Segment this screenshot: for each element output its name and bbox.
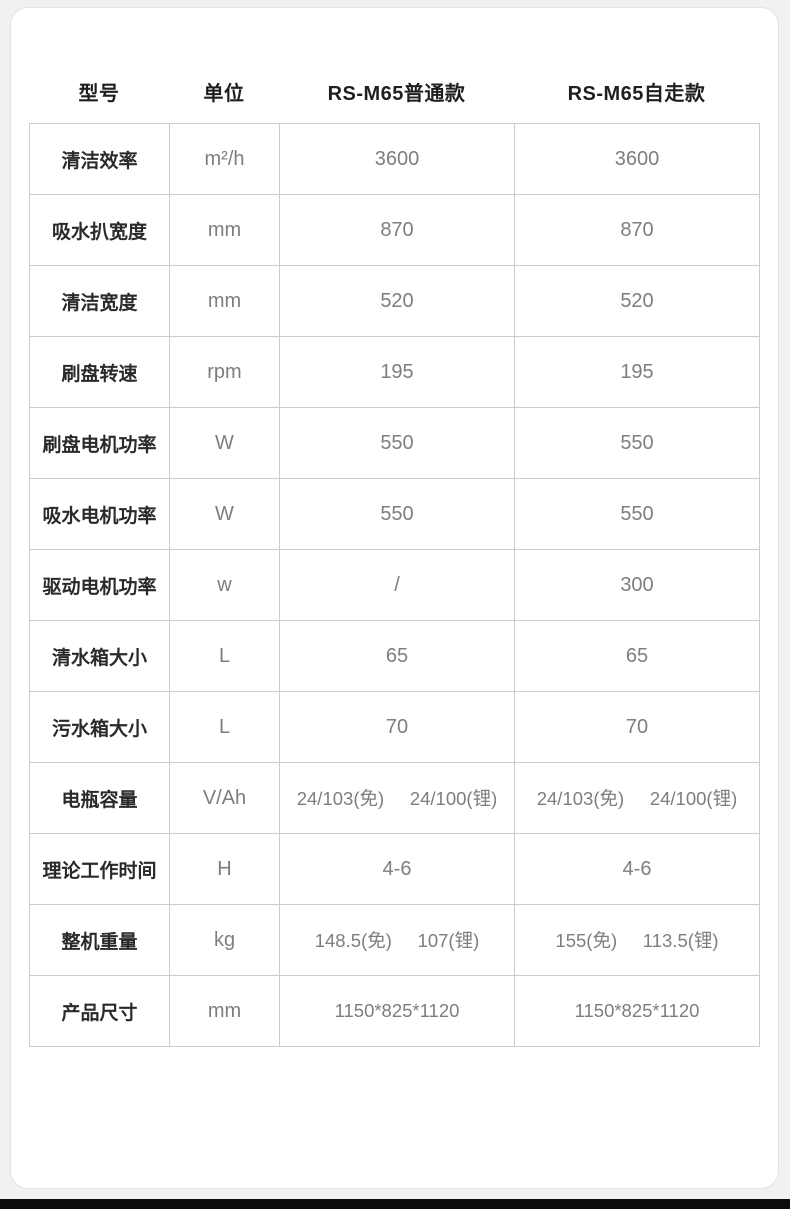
unit-cell: mm [169, 194, 280, 266]
value-cell-self-propelled: 520 [514, 265, 760, 337]
unit-cell: rpm [169, 336, 280, 408]
unit-cell: kg [169, 904, 280, 976]
table-row: 整机重量 kg 148.5(免) 107(锂) 155(免) 113.5(锂) [29, 904, 760, 976]
unit-cell: W [169, 407, 280, 479]
row-label-cell: 刷盘电机功率 [29, 407, 170, 479]
value-cell-standard: / [279, 549, 515, 621]
value-cell-self-propelled: 195 [514, 336, 760, 408]
unit-cell: mm [169, 265, 280, 337]
value-cell-self-propelled: 65 [514, 620, 760, 692]
value-cell-standard: 550 [279, 407, 515, 479]
table-row: 吸水电机功率 W 550 550 [29, 478, 760, 550]
table-row: 清洁效率 m²/h 3600 3600 [29, 123, 760, 195]
value-cell-self-propelled: 550 [514, 478, 760, 550]
spec-card: 型号 单位 RS-M65普通款 RS-M65自走款 清洁效率 m²/h 3600 36… [10, 7, 779, 1189]
value-cell-standard: 1150*825*1120 [279, 975, 515, 1047]
row-label-cell: 驱动电机功率 [29, 549, 170, 621]
value-cell-self-propelled: 4-6 [514, 833, 760, 905]
value-cell-standard: 70 [279, 691, 515, 763]
spec-table-area: 型号 单位 RS-M65普通款 RS-M65自走款 清洁效率 m²/h 3600 36… [29, 59, 760, 1047]
row-label-cell: 刷盘转速 [29, 336, 170, 408]
row-label-cell: 理论工作时间 [29, 833, 170, 905]
row-label-cell: 吸水扒宽度 [29, 194, 170, 266]
table-row: 污水箱大小 L 70 70 [29, 691, 760, 763]
spec-table: 清洁效率 m²/h 3600 3600 吸水扒宽度 mm 870 870 清洁宽度 mm 520 52… [29, 123, 760, 1047]
value-cell-standard: 3600 [279, 123, 515, 195]
table-row: 吸水扒宽度 mm 870 870 [29, 194, 760, 266]
value-cell-self-propelled: 70 [514, 691, 760, 763]
table-row: 驱动电机功率 w/300 [29, 549, 760, 621]
row-label-cell: 污水箱大小 [29, 691, 170, 763]
value-cell-standard: 520 [279, 265, 515, 337]
value-cell-self-propelled: 550 [514, 407, 760, 479]
unit-cell: H [169, 833, 280, 905]
value-cell-standard: 65 [279, 620, 515, 692]
value-cell-standard: 195 [279, 336, 515, 408]
table-row: 清洁宽度 mm 520 520 [29, 265, 760, 337]
row-label-cell: 清洁效率 [29, 123, 170, 195]
value-cell-self-propelled: 24/103(免) 24/100(锂) [514, 762, 760, 834]
value-cell-self-propelled: 3600 [514, 123, 760, 195]
row-label-cell: 电瓶容量 [29, 762, 170, 834]
bottom-black-bar [0, 1199, 790, 1209]
value-cell-self-propelled: 300 [514, 549, 760, 621]
value-cell-standard: 4-6 [279, 833, 515, 905]
value-cell-self-propelled: 1150*825*1120 [514, 975, 760, 1047]
unit-cell: w [169, 549, 280, 621]
value-cell-standard: 148.5(免) 107(锂) [279, 904, 515, 976]
row-label-cell: 整机重量 [29, 904, 170, 976]
unit-cell: L [169, 691, 280, 763]
row-label-cell: 清水箱大小 [29, 620, 170, 692]
table-row: 产品尺寸 mm 1150*825*1120 1150*825*1120 [29, 975, 760, 1047]
header-cell-model: 型号 [78, 82, 120, 105]
header-cell-unit: 单位 [203, 82, 245, 105]
value-cell-standard: 24/103(免) 24/100(锂) [279, 762, 515, 834]
row-label-cell: 吸水电机功率 [29, 478, 170, 550]
table-row: 清水箱大小 L 65 65 [29, 620, 760, 692]
value-cell-self-propelled: 155(免) 113.5(锂) [514, 904, 760, 976]
value-cell-standard: 870 [279, 194, 515, 266]
value-cell-self-propelled: 870 [514, 194, 760, 266]
unit-cell: L [169, 620, 280, 692]
table-row: 刷盘电机功率 W 550 550 [29, 407, 760, 479]
header-cell-standard-model: RS-M65普通款 [327, 82, 466, 105]
unit-cell: V/Ah [169, 762, 280, 834]
spec-table-body: 清洁效率 m²/h 3600 3600 吸水扒宽度 mm 870 870 清洁宽度 mm 520 52… [29, 123, 760, 1047]
unit-cell: W [169, 478, 280, 550]
header-cell-self-propelled-model: RS-M65自走款 [567, 82, 706, 105]
row-label-cell: 清洁宽度 [29, 265, 170, 337]
value-cell-standard: 550 [279, 478, 515, 550]
table-row: 电瓶容量 V/Ah 24/103(免) 24/100(锂) 24/103(免) 24/… [29, 762, 760, 834]
table-row: 刷盘转速 rpm 195 195 [29, 336, 760, 408]
unit-cell: mm [169, 975, 280, 1047]
table-header-row: 型号 单位 RS-M65普通款 RS-M65自走款 [29, 59, 759, 123]
unit-cell: m²/h [169, 123, 280, 195]
row-label-cell: 产品尺寸 [29, 975, 170, 1047]
table-row: 理论工作时间 H 4-6 4-6 [29, 833, 760, 905]
